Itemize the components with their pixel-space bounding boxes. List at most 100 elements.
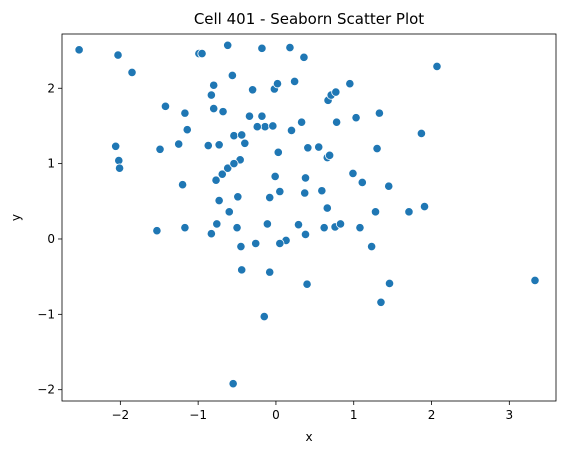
y-tick-label: 0 bbox=[47, 232, 55, 246]
scatter-point bbox=[300, 173, 311, 183]
scatter-point bbox=[218, 107, 228, 117]
x-tick-label: 3 bbox=[506, 408, 514, 422]
scatter-point bbox=[416, 128, 427, 139]
scatter-point bbox=[285, 42, 295, 53]
scatter-point bbox=[286, 125, 297, 136]
scatter-point bbox=[303, 143, 313, 153]
scatter-point bbox=[357, 177, 367, 188]
scatter-point bbox=[384, 181, 394, 191]
scatter-point bbox=[530, 275, 540, 286]
y-tick-label: 2 bbox=[47, 81, 55, 95]
scatter-point bbox=[244, 111, 255, 121]
scatter-point bbox=[113, 50, 123, 60]
scatter-point bbox=[252, 122, 262, 132]
scatter-point bbox=[203, 140, 213, 151]
x-tick-label: −2 bbox=[111, 408, 129, 422]
scatter-point bbox=[259, 311, 269, 322]
scatter-point bbox=[273, 147, 283, 157]
scatter-point bbox=[367, 241, 377, 252]
scatter-point bbox=[335, 219, 346, 229]
scatter-point bbox=[376, 297, 386, 307]
scatter-point bbox=[209, 104, 219, 114]
scatter-point bbox=[290, 76, 300, 87]
x-tick-label: 2 bbox=[428, 408, 436, 422]
scatter-point bbox=[257, 43, 267, 53]
scatter-point bbox=[372, 143, 382, 154]
scatter-point bbox=[370, 207, 381, 217]
scatter-point bbox=[299, 52, 309, 62]
scatter-point bbox=[229, 159, 239, 169]
scatter-point bbox=[275, 186, 285, 197]
scatter-point bbox=[74, 45, 84, 55]
y-axis: −2 −1 0 1 2 bbox=[37, 81, 62, 397]
scatter-point bbox=[325, 150, 335, 160]
scatter-point bbox=[228, 379, 238, 389]
chart-title: Cell 401 - Seaborn Scatter Plot bbox=[194, 10, 424, 28]
scatter-point bbox=[322, 203, 332, 213]
scatter-point bbox=[233, 192, 243, 202]
scatter-point bbox=[345, 79, 355, 89]
scatter-point bbox=[319, 223, 329, 233]
scatter-point bbox=[224, 207, 234, 217]
scatter-point bbox=[223, 40, 233, 50]
scatter-point bbox=[174, 139, 184, 149]
scatter-point bbox=[404, 207, 414, 217]
x-tick-label: 0 bbox=[272, 408, 280, 422]
scatter-point bbox=[257, 111, 267, 121]
scatter-point bbox=[270, 171, 280, 182]
scatter-point bbox=[177, 180, 188, 190]
scatter-point bbox=[331, 87, 341, 97]
x-tick-label: −1 bbox=[189, 408, 207, 422]
scatter-point bbox=[223, 163, 233, 173]
scatter-point bbox=[206, 229, 216, 239]
scatter-point bbox=[240, 138, 250, 148]
scatter-point bbox=[209, 80, 219, 90]
scatter-point bbox=[155, 144, 165, 154]
scatter-point bbox=[217, 169, 227, 179]
scatter-point bbox=[275, 238, 285, 249]
scatter-point bbox=[317, 186, 327, 196]
scatter-point bbox=[314, 142, 324, 152]
scatter-point bbox=[182, 125, 192, 135]
scatter-point bbox=[214, 195, 224, 206]
scatter-point bbox=[265, 267, 275, 277]
scatter-point bbox=[332, 117, 342, 127]
scatter-point bbox=[355, 223, 365, 233]
scatter-point bbox=[262, 219, 272, 229]
scatter-point bbox=[419, 201, 430, 212]
x-axis: −2 −1 0 1 2 3 bbox=[111, 401, 513, 422]
scatter-point bbox=[127, 67, 137, 78]
scatter-points bbox=[74, 40, 540, 389]
scatter-point bbox=[197, 48, 207, 59]
scatter-point bbox=[293, 220, 304, 230]
scatter-point bbox=[300, 229, 311, 240]
scatter-point bbox=[236, 241, 246, 252]
scatter-point bbox=[114, 163, 125, 173]
scatter-point bbox=[432, 61, 442, 72]
x-tick-label: 1 bbox=[350, 408, 358, 422]
scatter-point bbox=[212, 219, 222, 229]
plot-frame bbox=[61, 33, 557, 402]
scatter-point bbox=[247, 85, 258, 95]
scatter-point bbox=[384, 278, 395, 289]
scatter-point bbox=[348, 168, 358, 179]
scatter-point bbox=[297, 117, 307, 127]
scatter-point bbox=[152, 226, 162, 236]
scatter-point bbox=[272, 79, 283, 89]
scatter-point bbox=[229, 131, 239, 141]
y-tick-label: 1 bbox=[47, 157, 55, 171]
scatter-point bbox=[300, 188, 310, 198]
scatter-point bbox=[180, 223, 190, 233]
scatter-point bbox=[214, 140, 224, 150]
scatter-point bbox=[265, 192, 275, 203]
scatter-point bbox=[302, 279, 312, 289]
scatter-point bbox=[251, 238, 261, 249]
scatter-point bbox=[268, 121, 278, 131]
scatter-point bbox=[160, 101, 171, 111]
scatter-point bbox=[351, 113, 361, 123]
scatter-point bbox=[111, 141, 121, 151]
scatter-point bbox=[232, 223, 242, 233]
scatter-point bbox=[211, 175, 221, 185]
x-axis-label: x bbox=[305, 430, 312, 444]
